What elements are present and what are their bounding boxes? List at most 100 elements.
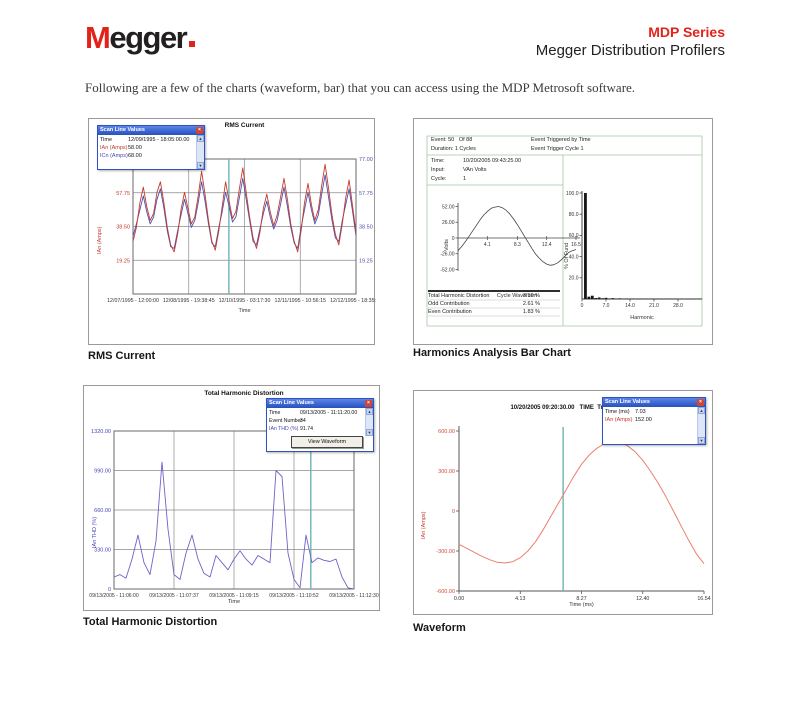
close-icon[interactable]: × <box>697 399 704 406</box>
popup-title: Scan Line Values <box>100 127 145 133</box>
svg-text:100.0: 100.0 <box>566 191 579 197</box>
popup-row-label: Time (ms) <box>605 409 630 415</box>
stat-label: Total Harmonic Distortion <box>428 293 490 299</box>
harmonics-chart-svg: 52.00 26.00 0 -26.00 -52.00 4.1 8.3 12.4 16.5 100… <box>426 135 704 327</box>
svg-text:12.4: 12.4 <box>542 242 552 248</box>
svg-text:8.27: 8.27 <box>576 596 586 602</box>
svg-text:21.0: 21.0 <box>649 303 659 309</box>
popup-title-bar[interactable]: Scan Line Values × <box>267 399 373 408</box>
stat-label: Odd Contribution <box>428 301 470 307</box>
popup-row-value: 91.74 <box>300 426 313 432</box>
svg-text:12/08/1995 - 19:38:45: 12/08/1995 - 19:38:45 <box>163 298 215 304</box>
svg-text:12.40: 12.40 <box>636 596 649 602</box>
popup-row: Event Number34 <box>267 417 373 425</box>
svg-text:-52.00: -52.00 <box>440 267 454 273</box>
popup-row: IAn THD (%) 91.74 <box>267 425 373 433</box>
thd-chart-svg: 09/13/2005 - 11:06:00 09/13/2005 - 11:07:… <box>89 429 379 599</box>
popup-row: IAn (Amps)58.00 <box>98 144 204 152</box>
popup-row: IAn (Amps) 152.00 <box>603 416 705 424</box>
svg-text:12/11/1995 - 10:56:15: 12/11/1995 - 10:56:15 <box>275 298 326 304</box>
stat-value: 3.19 % <box>522 293 540 299</box>
svg-text:4.1: 4.1 <box>484 242 491 248</box>
caption-rms-current: RMS Current <box>88 350 156 362</box>
svg-text:-300.00: -300.00 <box>436 549 455 555</box>
scroll-up-icon[interactable]: ▲ <box>366 408 373 415</box>
svg-text:12/07/1995 - 12:00:00: 12/07/1995 - 12:00:00 <box>107 298 159 304</box>
info-value: 10/20/2005 09:43:25.00 <box>463 158 522 164</box>
svg-text:38.50: 38.50 <box>359 225 373 231</box>
info-row: Time: 10/20/2005 09:43:25.00 <box>431 158 521 164</box>
svg-text:57.75: 57.75 <box>359 191 373 197</box>
popup-body: Time 12/09/1995 - 18:05:00.00 IAn (Amps)5… <box>98 135 204 169</box>
event-duration: Duration: 1 Cycles <box>431 146 476 152</box>
svg-text:09/13/2005 - 11:09:15: 09/13/2005 - 11:09:15 <box>209 593 259 599</box>
scroll-down-icon[interactable]: ▼ <box>197 162 204 169</box>
svg-text:600.00: 600.00 <box>438 429 455 435</box>
svg-text:0.00: 0.00 <box>454 596 464 602</box>
svg-text:52.00: 52.00 <box>442 204 455 210</box>
svg-text:8.3: 8.3 <box>514 242 521 248</box>
x-axis-title: Time (ms) <box>569 602 594 608</box>
svg-text:-600.00: -600.00 <box>436 589 455 595</box>
close-icon[interactable]: × <box>196 127 203 134</box>
popup-title-bar[interactable]: Scan Line Values × <box>603 398 705 407</box>
scan-line-values-popup[interactable]: Scan Line Values × Time 09/13/2005 - 11:11… <box>266 398 374 452</box>
scroll-down-icon[interactable]: ▼ <box>366 429 373 436</box>
svg-text:0: 0 <box>452 236 455 242</box>
svg-text:57.75: 57.75 <box>116 191 130 197</box>
scan-line-values-popup[interactable]: Scan Line Values × Time 12/09/1995 - 18:05… <box>97 125 205 170</box>
svg-text:16.5: 16.5 <box>571 242 581 248</box>
popup-scrollbar[interactable]: ▲ ▼ <box>697 407 705 444</box>
svg-text:660.00: 660.00 <box>94 508 111 514</box>
popup-title-bar[interactable]: Scan Line Values × <box>98 126 204 135</box>
popup-row-label: Event Number <box>269 418 303 424</box>
intro-text: Following are a few of the charts (wavef… <box>85 80 636 95</box>
popup-row-value: 7.03 <box>635 409 646 415</box>
popup-title: Scan Line Values <box>269 400 314 406</box>
svg-text:28.0: 28.0 <box>673 303 683 309</box>
scroll-down-icon[interactable]: ▼ <box>698 437 705 444</box>
svg-text:38.50: 38.50 <box>116 225 130 231</box>
popup-row-value: 68.00 <box>128 153 142 159</box>
popup-body: Time 09/13/2005 - 11:11:20.00 Event Numbe… <box>267 408 373 451</box>
svg-text:09/13/2005 - 11:12:30: 09/13/2005 - 11:12:30 <box>329 593 379 599</box>
popup-row: ICn (Amps)68.00 <box>98 152 204 160</box>
waveform-panel: 10/20/2005 09:20:30.00 TIME Trigger 600.… <box>413 390 713 615</box>
svg-text:09/13/2005 - 11:10:52: 09/13/2005 - 11:10:52 <box>269 593 319 599</box>
scroll-up-icon[interactable]: ▲ <box>197 135 204 142</box>
caption-thd: Total Harmonic Distortion <box>83 616 218 628</box>
rms-current-panel: RMS Current 12/07/1995 - 12:00:00 12/08/1… <box>88 118 376 345</box>
popup-scrollbar[interactable]: ▲ ▼ <box>196 135 204 169</box>
svg-text:77.00: 77.00 <box>359 157 373 163</box>
scan-line-values-popup[interactable]: Scan Line Values × Time (ms) 7.03 IAn (Amp… <box>602 397 706 445</box>
popup-row-label: ICn (Amps) <box>100 153 128 159</box>
popup-row-label: IAn THD (%) <box>269 426 299 432</box>
svg-text:09/13/2005 - 11:07:37: 09/13/2005 - 11:07:37 <box>149 593 199 599</box>
svg-text:19.25: 19.25 <box>116 258 130 264</box>
svg-text:60.0: 60.0 <box>569 233 579 239</box>
close-icon[interactable]: × <box>365 400 372 407</box>
svg-text:990.00: 990.00 <box>94 469 111 475</box>
x-axis-title: Time <box>227 599 241 605</box>
stat-value: 2.61 % <box>522 301 540 307</box>
svg-text:40.0: 40.0 <box>569 254 579 260</box>
cycle-y-axis-title: Volts <box>444 239 450 251</box>
svg-text:-26.00: -26.00 <box>440 252 454 258</box>
svg-text:19.25: 19.25 <box>359 258 373 264</box>
popup-row-value: 58.00 <box>128 145 142 151</box>
svg-text:12/12/1995 - 18:35:00: 12/12/1995 - 18:35:00 <box>330 298 376 304</box>
bar-y-axis-title: % Of Fund <box>564 242 570 269</box>
svg-text:80.0: 80.0 <box>569 212 579 218</box>
svg-text:330.00: 330.00 <box>94 548 111 554</box>
popup-row-label: Time <box>269 410 281 416</box>
view-waveform-button[interactable]: View Waveform <box>291 436 363 448</box>
cycle-waveform-title: Cycle Waveform <box>496 293 538 299</box>
info-row: Cycle: 1 <box>431 176 466 182</box>
popup-scrollbar[interactable]: ▲ ▼ <box>365 408 373 436</box>
popup-row-value: 34 <box>300 418 306 424</box>
popup-body: Time (ms) 7.03 IAn (Amps) 152.00 ▲ ▼ <box>603 407 705 444</box>
svg-text:1320.00: 1320.00 <box>91 429 111 435</box>
scroll-up-icon[interactable]: ▲ <box>698 407 705 414</box>
popup-row: Time (ms) 7.03 <box>603 408 705 416</box>
